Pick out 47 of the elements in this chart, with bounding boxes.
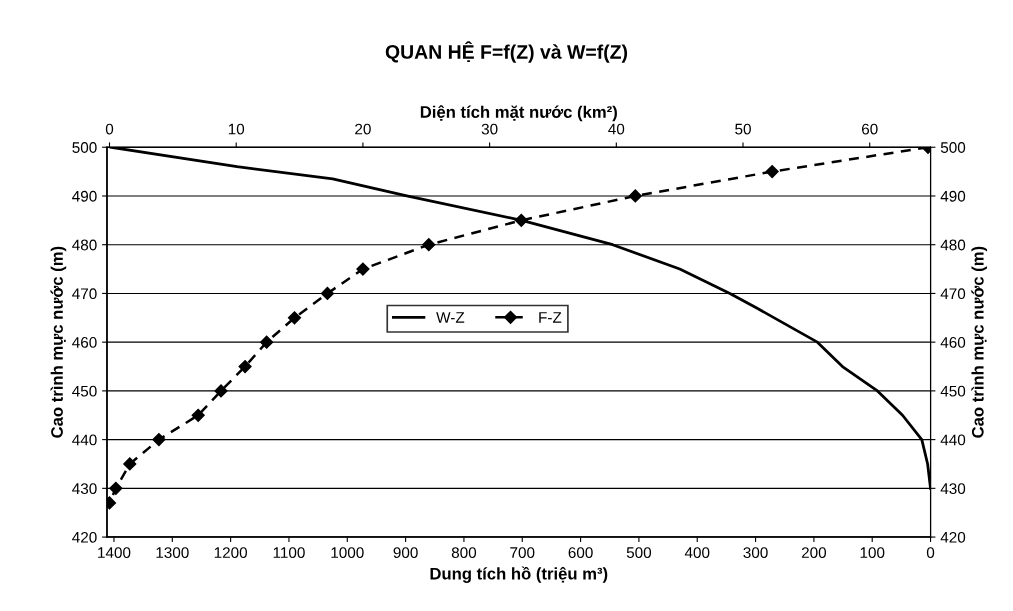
x-tick-label: 400: [684, 547, 710, 559]
y2-tick-label: 470: [940, 288, 966, 300]
x2-tick-label: 50: [735, 123, 751, 135]
x-tick-label: 600: [568, 547, 593, 559]
y2-tick-label: 440: [940, 434, 966, 446]
x2-tick-label: 60: [862, 123, 878, 135]
y-tick-label: 480: [72, 239, 97, 251]
y2-tick-label: 430: [940, 483, 966, 495]
chart-title: QUAN HỆ F=f(Z) và W=f(Z): [385, 41, 628, 63]
x-tick-label: 200: [801, 547, 827, 559]
y-tick-label: 500: [72, 142, 97, 153]
y2-tick-label: 460: [940, 337, 966, 348]
x-tick-label: 800: [451, 547, 477, 559]
y-tick-label: 420: [72, 531, 97, 543]
x2-axis-title: Diện tích mặt nước (km²): [420, 105, 617, 122]
x-tick-label: 0: [926, 547, 935, 559]
x-tick-label: 100: [860, 547, 885, 559]
x-tick-label: 300: [743, 547, 768, 559]
x-tick-label: 1000: [331, 547, 364, 559]
x2-tick-label: 0: [105, 123, 114, 135]
x2-tick-label: 10: [228, 123, 245, 135]
y-tick-label: 460: [72, 337, 97, 348]
y2-tick-label: 450: [940, 385, 966, 397]
x-tick-label: 700: [510, 547, 535, 559]
x-tick-label: 1200: [214, 547, 248, 559]
x-axis-title: Dung tích hồ (triệu m³): [430, 566, 608, 583]
y-tick-label: 490: [72, 190, 97, 202]
x-tick-label: 500: [626, 547, 652, 559]
legend-label: F-Z: [539, 312, 562, 323]
y-axis-title: Cao trình mực nước (m): [50, 246, 67, 438]
x-tick-label: 1100: [273, 547, 305, 559]
x-tick-label: 1300: [156, 547, 189, 559]
y-tick-label: 440: [72, 434, 97, 446]
y-tick-label: 430: [72, 483, 97, 495]
y-tick-label: 450: [72, 385, 97, 397]
y2-tick-label: 490: [940, 190, 966, 202]
y2-tick-label: 420: [940, 531, 966, 543]
x2-tick-label: 40: [608, 123, 625, 135]
y-tick-label: 470: [72, 288, 97, 300]
legend-label: W-Z: [436, 312, 465, 323]
y2-tick-label: 500: [940, 142, 966, 153]
y2-axis-title: Cao trình mực nước (m): [971, 246, 987, 438]
x-tick-label: 900: [393, 547, 418, 559]
x2-tick-label: 20: [355, 123, 371, 135]
x-tick-label: 1400: [98, 547, 131, 559]
y2-tick-label: 480: [940, 239, 966, 251]
x2-tick-label: 30: [481, 123, 498, 135]
